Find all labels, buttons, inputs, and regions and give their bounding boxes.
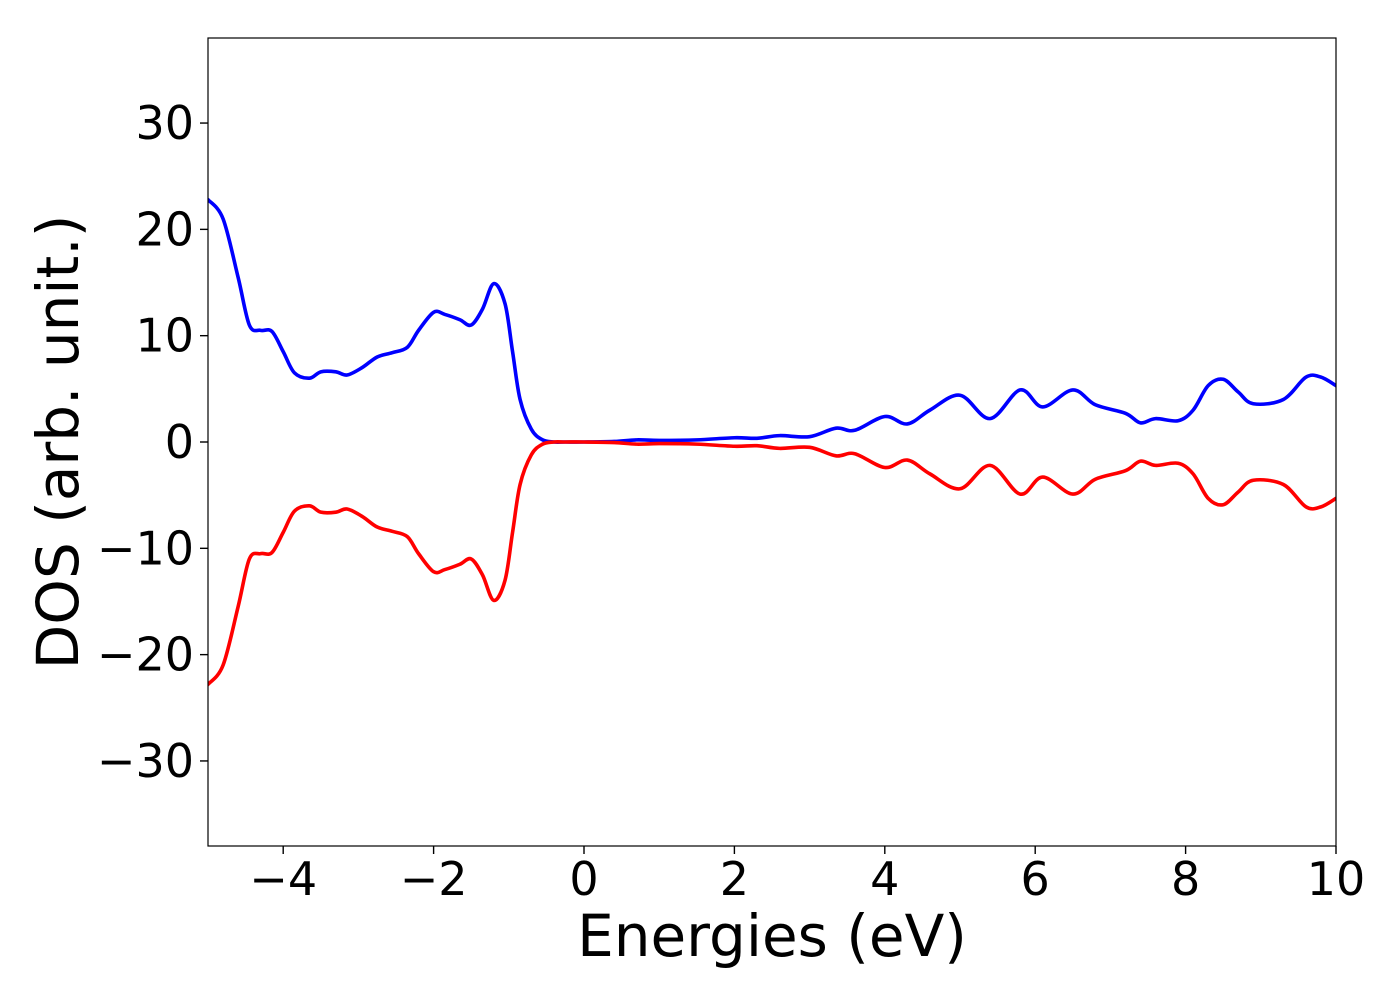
x-tick-label: 2 [720, 852, 749, 906]
y-tick-label: −20 [97, 628, 194, 682]
y-axis-label: DOS (arb. unit.) [24, 215, 92, 670]
series-line-1 [208, 440, 1336, 687]
x-tick-label: 4 [870, 852, 899, 906]
x-axis: −4 −2 0 2 4 6 8 10 [249, 846, 1365, 906]
x-tick-label: 6 [1021, 852, 1050, 906]
x-tick-label: −4 [249, 852, 317, 906]
x-tick-label: −2 [400, 852, 468, 906]
y-tick-label: −10 [97, 521, 194, 575]
y-axis: −30 −20 −10 0 10 20 30 [97, 96, 208, 788]
x-tick-label: 10 [1307, 852, 1366, 906]
y-tick-label: 10 [135, 309, 194, 363]
y-tick-label: 20 [135, 202, 194, 256]
x-tick-label: 0 [569, 852, 598, 906]
series-line-0 [208, 197, 1336, 444]
y-tick-label: −30 [97, 734, 194, 788]
series-layer [208, 197, 1336, 687]
x-axis-label: Energies (eV) [577, 902, 967, 970]
y-tick-label: 30 [135, 96, 194, 150]
y-tick-label: 0 [165, 415, 194, 469]
plot-frame [207, 37, 1337, 847]
x-tick-label: 8 [1171, 852, 1200, 906]
